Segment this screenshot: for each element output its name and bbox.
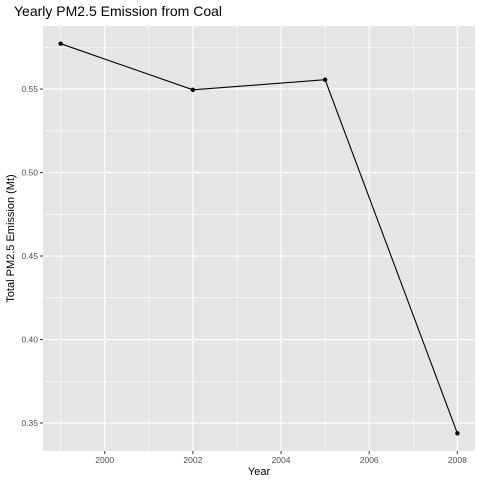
x-tick-label: 2000 [95, 455, 114, 465]
x-axis-title: Year [248, 466, 271, 478]
x-tick-label: 2006 [360, 455, 379, 465]
grid-minor [43, 26, 475, 451]
axis-ticks: 2000 2002 2004 2006 2008 0.35 0.40 0.45 0.50 0.55 [21, 84, 467, 465]
x-tick-label: 2002 [183, 455, 202, 465]
series-line [60, 43, 458, 434]
x-tick-label: 2004 [272, 455, 291, 465]
data-point [190, 87, 196, 92]
y-tick-label: 0.35 [21, 418, 38, 428]
chart-title: Yearly PM2.5 Emission from Coal [14, 3, 222, 19]
series-layer [58, 41, 460, 436]
y-tick-label: 0.40 [21, 334, 38, 344]
data-point [455, 431, 460, 436]
y-axis-title: Total PM2.5 Emission (Mt) [5, 174, 17, 302]
plot-panel [43, 26, 475, 451]
y-tick-label: 0.55 [21, 84, 38, 94]
x-tick-label: 2008 [448, 455, 467, 465]
y-tick-label: 0.45 [21, 251, 38, 261]
grid-major [43, 26, 475, 451]
data-point [322, 77, 328, 82]
y-tick-label: 0.50 [21, 168, 38, 178]
data-point [58, 41, 63, 46]
